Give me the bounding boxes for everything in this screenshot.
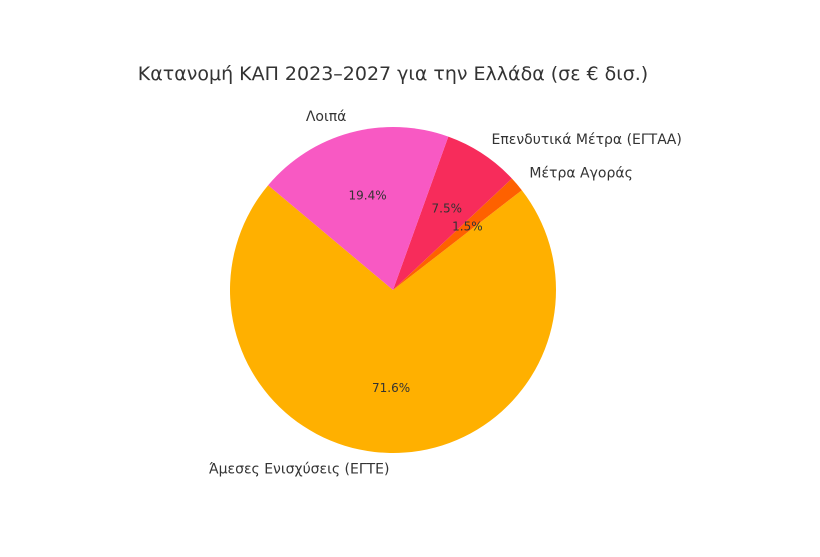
pie-pct-label-3: 19.4% [349, 189, 387, 203]
chart-title: Κατανομή ΚΑΠ 2023–2027 για την Ελλάδα (σ… [138, 63, 648, 85]
pie-slices [229, 127, 556, 454]
pie-slice-3 [268, 127, 449, 291]
pie-slice-0 [229, 185, 556, 454]
pie-slice-1 [393, 178, 522, 290]
pie-category-label-2: Επενδυτικά Μέτρα (ΕΓΤΑΑ) [492, 132, 682, 148]
pie-category-label-0: Άμεσες Ενισχύσεις (ΕΓΤΕ) [209, 461, 390, 477]
pie-labels: 71.6% Άμεσες Ενισχύσεις (ΕΓΤΕ) 1.5% Μέτρα Α… [209, 109, 682, 477]
pie-pct-label-1: 1.5% [452, 220, 483, 234]
pie-category-label-3: Λοιπά [306, 109, 347, 125]
pie-pct-label-0: 71.6% [372, 381, 410, 395]
pie-pct-label-2: 7.5% [432, 201, 463, 215]
pie-slice-2 [393, 136, 512, 290]
pie-category-label-1: Μέτρα Αγοράς [529, 166, 632, 182]
